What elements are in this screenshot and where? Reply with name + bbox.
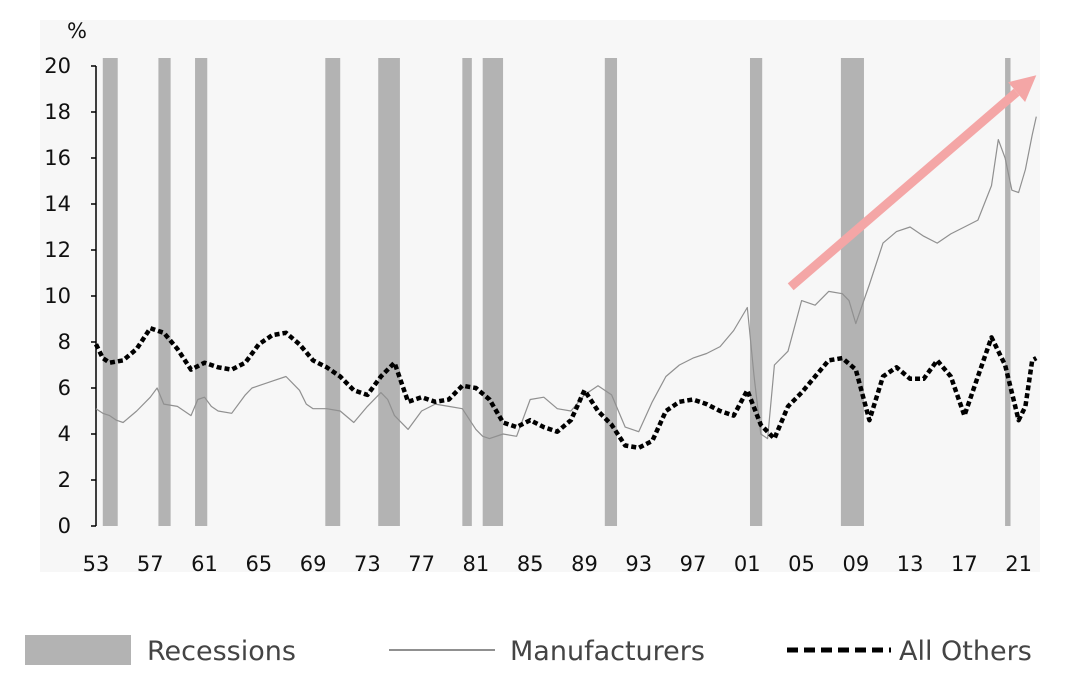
legend-label-recessions: Recessions <box>147 636 296 667</box>
recession-bar-7 <box>604 58 618 526</box>
series-line-all-others <box>93 325 1038 451</box>
x-tick-label-81: 81 <box>463 552 490 576</box>
recession-bar-1 <box>158 58 171 526</box>
series-line-manufacturers <box>95 116 1037 440</box>
x-tick-label-97: 97 <box>680 552 707 576</box>
x-tick-label-93: 93 <box>625 552 652 576</box>
x-tick-label-89: 89 <box>571 552 598 576</box>
y-tick-label-2: 2 <box>58 468 71 492</box>
trend-arrow-shaft <box>787 88 1020 291</box>
recession-bar-0 <box>102 58 118 526</box>
y-tick-label-10: 10 <box>44 284 71 308</box>
y-tick-label-20: 20 <box>44 54 71 78</box>
y-tick-label-4: 4 <box>58 422 71 446</box>
trend-arrow-head <box>1008 75 1037 102</box>
y-tick-label-8: 8 <box>58 330 71 354</box>
legend-label-manufacturers: Manufacturers <box>510 636 705 667</box>
y-tick-label-0: 0 <box>58 514 71 538</box>
trend-arrow <box>787 75 1037 291</box>
x-tick-label-73: 73 <box>354 552 381 576</box>
legend: Recessions Manufacturers All Others <box>25 635 1032 667</box>
recession-bar-8 <box>749 58 763 526</box>
recession-bar-6 <box>482 58 504 526</box>
x-tick-label-69: 69 <box>300 552 327 576</box>
series-lines <box>93 116 1038 451</box>
x-tick-label-65: 65 <box>245 552 272 576</box>
plot-background <box>40 20 1040 572</box>
recession-bar-10 <box>1005 58 1011 526</box>
recession-bar-9 <box>840 58 864 526</box>
y-ticks: 0 2 4 6 8 10 12 14 16 18 20 <box>44 54 96 538</box>
y-tick-label-6: 6 <box>58 376 71 400</box>
x-tick-label-85: 85 <box>517 552 544 576</box>
x-ticks: 53 57 61 65 69 73 77 81 85 89 93 97 01 05 09 13 17 21 <box>83 552 1032 576</box>
x-tick-label-57: 57 <box>137 552 164 576</box>
x-tick-label-17: 17 <box>951 552 978 576</box>
y-tick-label-14: 14 <box>44 192 71 216</box>
recession-bar-4 <box>378 58 400 526</box>
y-axis-unit: % <box>67 19 87 43</box>
x-tick-label-61: 61 <box>191 552 218 576</box>
y-tick-label-12: 12 <box>44 238 71 262</box>
x-tick-label-05: 05 <box>788 552 815 576</box>
recession-bar-5 <box>462 58 472 526</box>
recession-bar-2 <box>195 58 208 526</box>
y-tick-label-18: 18 <box>44 100 71 124</box>
x-tick-label-53: 53 <box>83 552 110 576</box>
x-tick-label-09: 09 <box>842 552 869 576</box>
x-tick-label-77: 77 <box>408 552 435 576</box>
recession-bar-3 <box>325 58 341 526</box>
legend-swatch-recessions <box>25 635 131 665</box>
legend-label-all-others: All Others <box>899 636 1032 667</box>
y-tick-label-16: 16 <box>44 146 71 170</box>
recession-bars <box>102 58 1011 526</box>
x-tick-label-01: 01 <box>734 552 761 576</box>
x-tick-label-13: 13 <box>897 552 924 576</box>
x-tick-label-21: 21 <box>1005 552 1032 576</box>
